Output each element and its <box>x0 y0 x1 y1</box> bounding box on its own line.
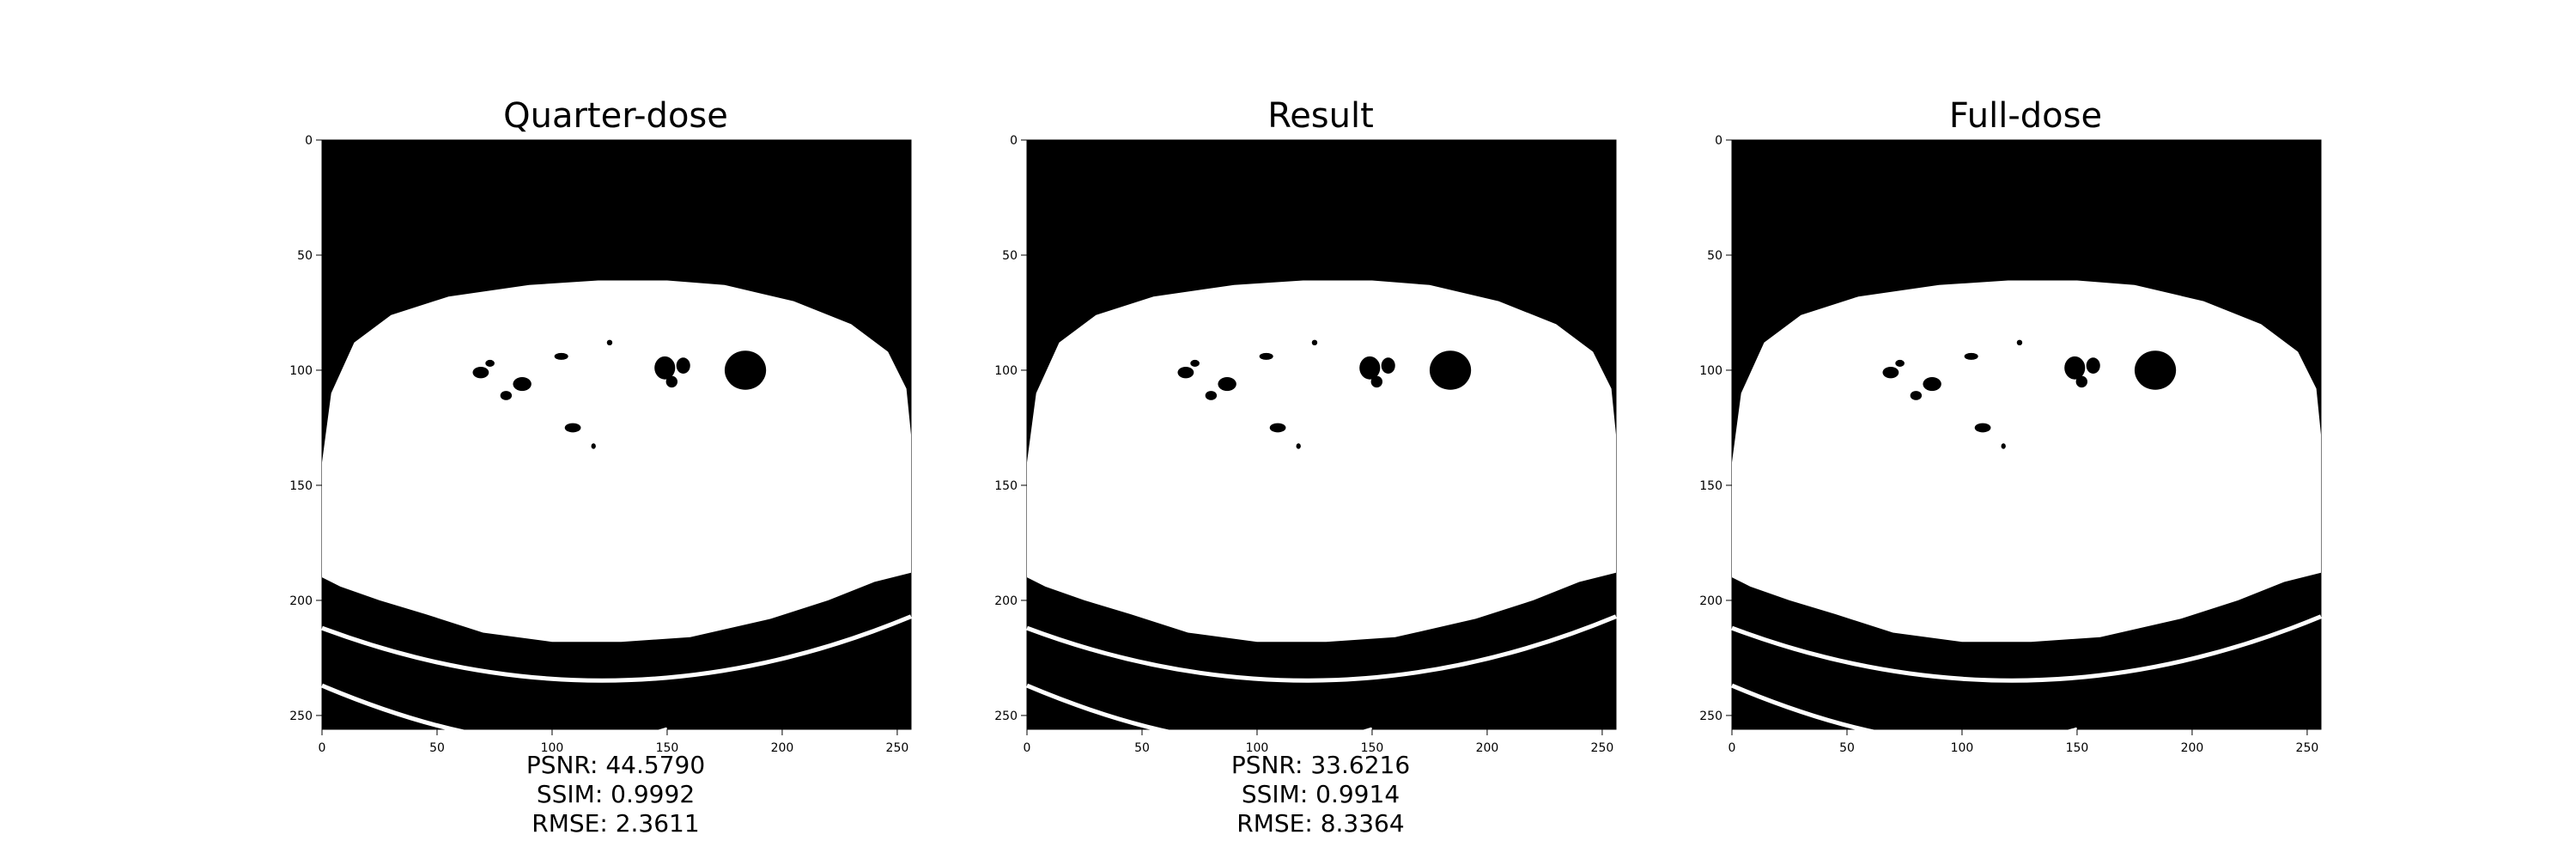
air-pocket <box>564 423 581 433</box>
y-tick-label: 50 <box>1002 249 1018 263</box>
air-pocket <box>676 357 690 374</box>
x-tick-label: 200 <box>2181 741 2204 755</box>
y-tick-label: 150 <box>994 479 1018 493</box>
air-pocket <box>1359 356 1381 380</box>
x-tick-label: 100 <box>1246 741 1269 755</box>
y-tick-label: 0 <box>305 134 313 148</box>
y-tick-label: 250 <box>994 710 1018 723</box>
air-pocket <box>500 391 513 400</box>
air-pocket <box>1923 377 1941 392</box>
x-tick-label: 150 <box>1361 741 1384 755</box>
air-pocket <box>1311 339 1318 346</box>
air-pocket <box>606 339 613 346</box>
y-tick-label: 150 <box>1699 479 1722 493</box>
x-tick-label: 250 <box>2296 741 2319 755</box>
air-pocket <box>665 375 678 388</box>
y-tick-label: 100 <box>994 364 1018 378</box>
air-pocket <box>2064 356 2086 380</box>
air-pocket <box>1974 423 1991 433</box>
panel-title: Quarter-dose <box>503 96 728 136</box>
table-band <box>1731 614 2322 683</box>
air-pocket <box>1910 391 1923 400</box>
y-tick-label: 50 <box>1707 249 1722 263</box>
table-band <box>321 614 912 683</box>
air-pocket <box>1296 443 1301 449</box>
air-pocket <box>1177 366 1194 379</box>
air-pocket <box>1218 377 1236 392</box>
air-pocket <box>1190 359 1200 367</box>
ssim-value: SSIM: 0.9992 <box>536 780 696 808</box>
x-tick-label: 50 <box>429 741 445 755</box>
air-pocket <box>724 350 767 390</box>
air-pocket <box>2016 339 2023 346</box>
table-band <box>1731 683 2078 746</box>
metrics-block: PSNR: 44.5790 SSIM: 0.9992 RMSE: 2.3611 <box>315 751 916 838</box>
air-pocket <box>654 356 676 380</box>
y-tick-label: 200 <box>289 594 313 608</box>
y-tick-label: 250 <box>289 710 313 723</box>
y-tick-label: 200 <box>1699 594 1722 608</box>
y-tick-label: 0 <box>1715 134 1722 148</box>
psnr-value: PSNR: 44.5790 <box>526 751 706 779</box>
air-pocket <box>554 352 568 360</box>
air-pocket <box>2086 357 2100 374</box>
air-pocket <box>485 359 495 367</box>
air-pocket <box>2075 375 2088 388</box>
ct-image-axes: 0 50 100 150 200 250 0 50 100 150 200 250 <box>1699 134 2322 755</box>
y-tick-label: 100 <box>1699 364 1722 378</box>
air-pocket <box>513 377 532 392</box>
y-tick-label: 50 <box>297 249 313 263</box>
air-pocket <box>1964 352 1978 360</box>
air-pocket <box>1205 391 1218 400</box>
air-pocket <box>1370 375 1383 388</box>
x-tick-label: 150 <box>2066 741 2089 755</box>
air-pocket <box>1259 352 1273 360</box>
metrics-block: PSNR: 33.6216 SSIM: 0.9914 RMSE: 8.3364 <box>1020 751 1621 838</box>
table-band <box>1026 683 1373 746</box>
y-tick-label: 250 <box>1699 710 1722 723</box>
y-tick-label: 200 <box>994 594 1018 608</box>
table-band <box>1026 614 1617 683</box>
air-pocket <box>1882 366 1899 379</box>
air-pocket <box>1269 423 1286 433</box>
x-tick-label: 0 <box>1728 741 1736 755</box>
air-pocket <box>1895 359 1905 367</box>
air-pocket <box>2001 443 2006 449</box>
ct-image-axes: 0 50 100 150 200 250 0 50 100 150 200 250 <box>289 134 912 755</box>
table-band <box>321 683 668 746</box>
x-tick-label: 100 <box>541 741 564 755</box>
x-tick-label: 150 <box>656 741 679 755</box>
air-pocket <box>472 366 489 379</box>
x-tick-label: 250 <box>886 741 909 755</box>
y-tick-label: 0 <box>1010 134 1018 148</box>
x-tick-label: 50 <box>1134 741 1150 755</box>
x-tick-label: 50 <box>1839 741 1855 755</box>
rmse-value: RMSE: 8.3364 <box>1236 809 1405 838</box>
air-pocket <box>2134 350 2177 390</box>
ct-image-axes: 0 50 100 150 200 250 0 50 100 150 200 250 <box>994 134 1617 755</box>
panel-title: Full-dose <box>1948 96 2103 136</box>
air-pocket <box>591 443 596 449</box>
ssim-value: SSIM: 0.9914 <box>1241 780 1400 808</box>
x-tick-label: 200 <box>771 741 794 755</box>
y-tick-label: 150 <box>289 479 313 493</box>
psnr-value: PSNR: 33.6216 <box>1230 751 1411 779</box>
rmse-value: RMSE: 2.3611 <box>532 809 700 838</box>
x-tick-label: 0 <box>1024 741 1031 755</box>
x-tick-label: 100 <box>1951 741 1974 755</box>
air-pocket <box>1381 357 1395 374</box>
x-tick-label: 0 <box>319 741 326 755</box>
panel-title: Result <box>1267 96 1374 136</box>
x-tick-label: 200 <box>1476 741 1499 755</box>
x-tick-label: 250 <box>1591 741 1614 755</box>
body-region <box>1732 280 2321 643</box>
air-pocket <box>1429 350 1472 390</box>
y-tick-label: 100 <box>289 364 313 378</box>
